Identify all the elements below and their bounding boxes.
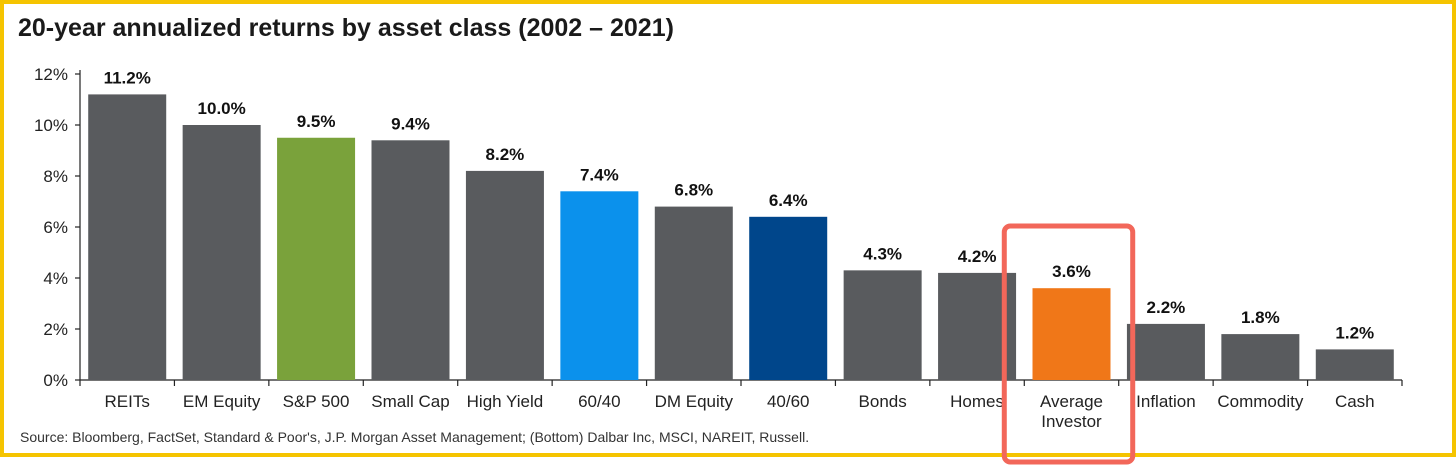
x-category-label: DM Equity: [655, 392, 734, 411]
y-tick-label: 6%: [43, 218, 68, 237]
bar-value-label: 8.2%: [486, 145, 525, 164]
bar: [843, 270, 922, 380]
x-category-label: Small Cap: [371, 392, 449, 411]
bar-value-label: 9.5%: [297, 112, 336, 131]
bar: [182, 125, 261, 380]
chart-title: 20-year annualized returns by asset clas…: [18, 14, 674, 42]
y-tick-label: 4%: [43, 269, 68, 288]
source-note: Source: Bloomberg, FactSet, Standard & P…: [20, 429, 810, 445]
bar: [560, 191, 639, 380]
bar-value-label: 6.8%: [674, 181, 713, 200]
bar: [654, 206, 733, 380]
x-category-label: Cash: [1335, 392, 1375, 411]
bar: [1315, 349, 1394, 380]
bar-value-label: 9.4%: [391, 114, 430, 133]
y-tick-label: 2%: [43, 320, 68, 339]
x-category-label: 60/40: [578, 392, 621, 411]
bar-value-label: 1.2%: [1335, 323, 1374, 342]
x-category-label: Inflation: [1136, 392, 1196, 411]
bar-value-label: 1.8%: [1241, 308, 1280, 327]
y-tick-label: 0%: [43, 371, 68, 390]
y-tick-label: 10%: [34, 116, 68, 135]
x-category-label: 40/60: [767, 392, 810, 411]
bar-value-label: 6.4%: [769, 191, 808, 210]
bar-value-label: 4.2%: [958, 247, 997, 266]
bar: [749, 216, 828, 380]
x-category-label: Bonds: [859, 392, 907, 411]
bar: [88, 94, 167, 381]
x-category-label: S&P 500: [283, 392, 350, 411]
bar: [465, 170, 544, 380]
bar-value-label: 10.0%: [198, 99, 246, 118]
chart-frame: [0, 0, 1456, 457]
x-category-label: Average Investor: [1040, 392, 1103, 431]
bar-value-label: 7.4%: [580, 165, 619, 184]
bar-value-label: 3.6%: [1052, 262, 1091, 281]
bar: [1126, 323, 1205, 380]
bar: [1221, 334, 1300, 380]
x-category-label: Commodity: [1217, 392, 1303, 411]
y-tick-label: 8%: [43, 167, 68, 186]
bar: [1032, 288, 1111, 380]
bar-value-label: 11.2%: [104, 68, 151, 87]
x-category-label: EM Equity: [183, 392, 261, 411]
y-tick-label: 12%: [34, 65, 68, 84]
bar: [371, 140, 450, 380]
bar-value-label: 2.2%: [1147, 298, 1186, 317]
x-category-label: REITs: [105, 392, 150, 411]
bar-value-label: 4.3%: [863, 244, 902, 263]
x-category-label: Homes: [950, 392, 1004, 411]
bar: [277, 137, 356, 380]
x-category-label: High Yield: [467, 392, 544, 411]
highlight-box: [1001, 223, 1136, 465]
